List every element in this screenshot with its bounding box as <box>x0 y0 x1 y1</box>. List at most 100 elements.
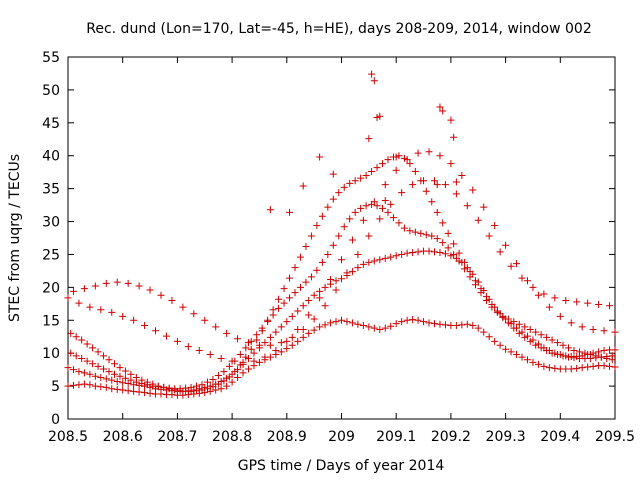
data-point <box>595 300 603 308</box>
data-point <box>406 227 414 235</box>
data-point <box>143 378 151 386</box>
data-point <box>97 374 105 382</box>
data-point <box>234 335 242 343</box>
data-point <box>310 326 318 334</box>
data-point <box>368 168 376 176</box>
data-point <box>376 256 384 264</box>
data-point <box>310 315 318 323</box>
data-point <box>420 177 428 185</box>
data-point <box>507 262 515 270</box>
data-point <box>562 297 570 305</box>
data-point <box>110 370 118 378</box>
data-point <box>127 376 135 384</box>
data-point <box>116 364 124 372</box>
data-point <box>277 323 285 331</box>
data-point <box>212 323 220 331</box>
data-point <box>258 327 266 335</box>
data-point <box>436 103 444 111</box>
data-point <box>485 232 493 240</box>
data-point <box>321 302 329 310</box>
data-point <box>439 219 447 227</box>
data-point <box>436 320 444 328</box>
data-point <box>373 164 381 172</box>
data-point <box>392 166 400 174</box>
chart-title: Rec. dund (Lon=170, Lat=-45, h=HE), days… <box>86 21 592 37</box>
data-point <box>461 258 469 266</box>
data-point <box>152 327 160 335</box>
data-point <box>255 358 263 366</box>
data-point <box>255 341 263 349</box>
data-point <box>302 243 310 251</box>
data-point <box>94 362 102 370</box>
data-point <box>72 352 80 360</box>
data-point <box>545 364 553 372</box>
data-point <box>351 177 359 185</box>
data-point <box>313 266 321 274</box>
data-point <box>228 357 236 365</box>
data-point <box>346 179 354 187</box>
data-point <box>570 347 578 355</box>
data-point <box>477 285 485 293</box>
data-point <box>294 307 302 315</box>
data-point <box>214 380 222 388</box>
data-point <box>381 196 389 204</box>
data-point <box>228 378 236 386</box>
data-point <box>338 316 345 324</box>
data-point <box>414 248 422 256</box>
data-point <box>250 357 258 365</box>
data-point <box>272 347 280 355</box>
data-point <box>480 328 488 336</box>
data-point <box>275 304 283 312</box>
data-point <box>422 231 430 239</box>
data-point <box>463 320 471 328</box>
data-point <box>141 389 149 397</box>
data-point <box>523 277 531 285</box>
data-point <box>417 229 425 237</box>
data-point <box>589 362 597 370</box>
data-point <box>64 294 72 302</box>
data-point <box>502 241 510 249</box>
data-point <box>354 250 362 258</box>
data-point <box>130 387 138 395</box>
data-point <box>444 229 452 237</box>
data-point <box>69 366 77 374</box>
y-axis: 0 5 10 15 20 25 30 35 40 45 50 55 <box>42 50 615 428</box>
data-point <box>523 356 531 364</box>
x-tick-label: 208.6 <box>103 429 143 445</box>
data-point <box>537 344 545 352</box>
data-point <box>75 299 83 307</box>
data-point <box>578 323 586 331</box>
data-point <box>288 341 296 349</box>
data-point <box>299 333 307 341</box>
data-point <box>291 289 299 297</box>
data-point <box>86 381 94 389</box>
data-point <box>485 333 493 341</box>
data-point <box>359 216 367 224</box>
data-point <box>72 333 80 341</box>
data-point <box>387 200 395 208</box>
data-point <box>387 322 395 330</box>
data-point <box>425 148 433 156</box>
data-point <box>420 318 428 326</box>
data-point <box>316 294 324 302</box>
data-point <box>335 232 343 240</box>
data-point <box>529 358 537 366</box>
data-point <box>307 273 315 281</box>
data-point <box>409 316 417 324</box>
data-point <box>324 250 332 258</box>
data-point <box>239 369 247 377</box>
data-point <box>452 190 460 198</box>
data-point <box>611 328 619 336</box>
data-point <box>414 316 422 324</box>
data-point <box>283 337 291 345</box>
data-point <box>119 386 127 394</box>
data-point <box>91 282 99 290</box>
data-point <box>179 303 187 311</box>
data-point <box>436 248 444 256</box>
data-point <box>91 372 99 380</box>
data-point <box>472 277 480 285</box>
data-point <box>556 312 564 320</box>
data-point <box>362 202 370 210</box>
x-axis: 208.5 208.6 208.7 208.8 208.9 209 209.1 209.2 20… <box>48 57 635 445</box>
data-point <box>296 253 304 261</box>
